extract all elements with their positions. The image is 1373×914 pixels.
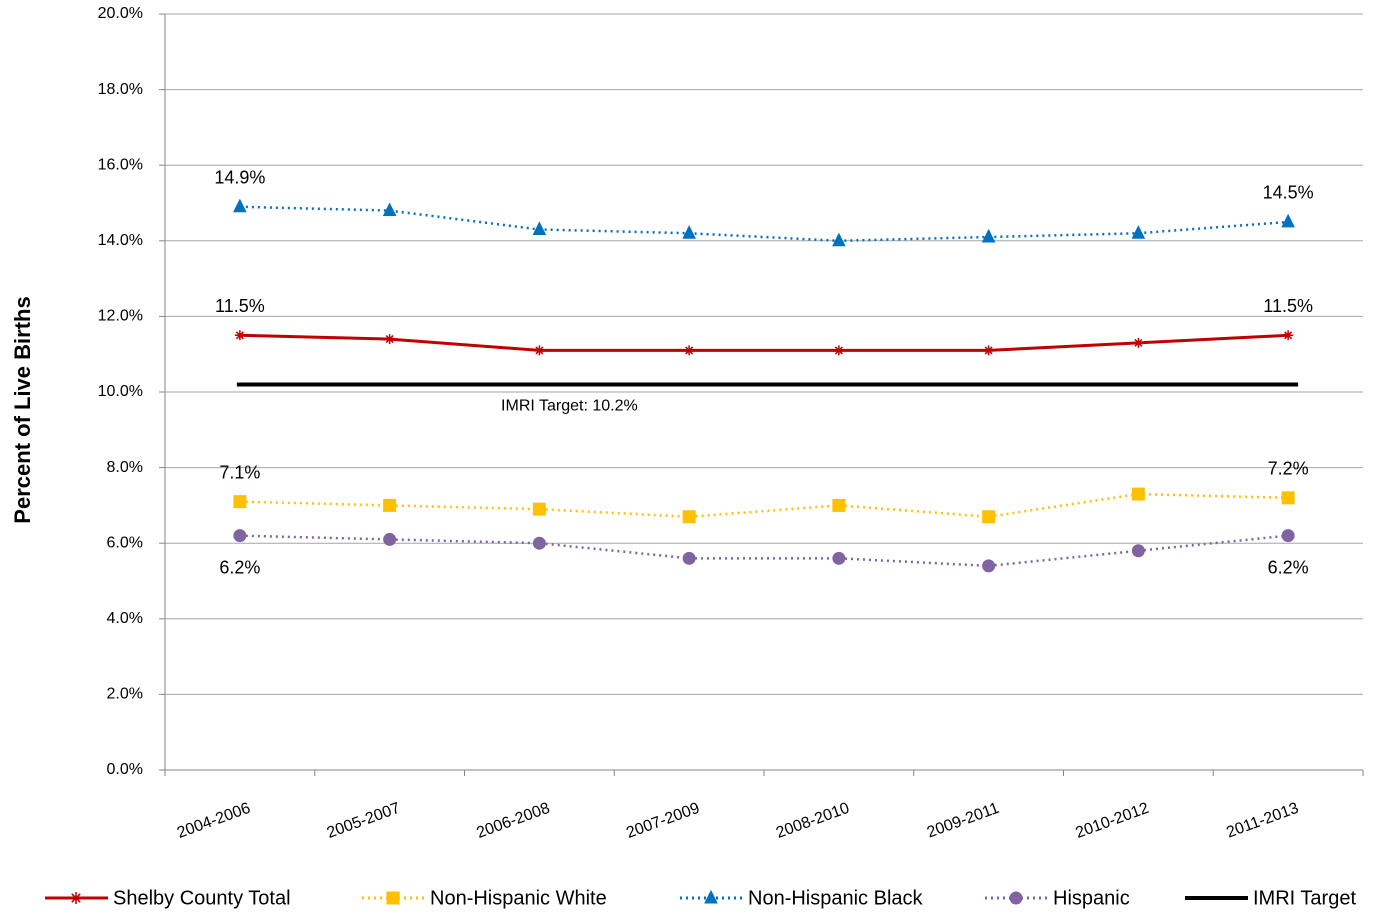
data-label: 14.9% <box>214 168 265 188</box>
marker <box>982 510 996 524</box>
x-tick-label: 2004-2006 <box>175 800 253 842</box>
y-tick-label: 18.0% <box>98 81 143 98</box>
marker <box>682 551 696 565</box>
x-tick-label: 2010-2012 <box>1073 800 1151 842</box>
marker <box>684 345 695 356</box>
y-tick-label: 16.0% <box>98 156 143 173</box>
data-label: 6.2% <box>219 557 260 577</box>
series-line <box>239 534 1289 568</box>
marker <box>70 892 82 904</box>
legend-item: Hispanic <box>985 887 1130 909</box>
annotation: IMRI Target: 10.2% <box>501 398 638 415</box>
marker <box>832 551 846 565</box>
marker <box>1131 544 1145 558</box>
x-tick-label: 2007-2009 <box>624 800 702 842</box>
marker <box>1133 337 1144 348</box>
data-label: 11.5% <box>215 296 265 316</box>
data-label: 6.2% <box>1268 557 1309 577</box>
marker <box>382 202 397 217</box>
y-axis-label: Percent of Live Births <box>10 296 35 523</box>
marker <box>832 498 846 512</box>
marker <box>386 891 400 905</box>
y-tick-label: 4.0% <box>107 610 143 627</box>
legend-label: IMRI Target <box>1253 887 1356 909</box>
data-label: 14.5% <box>1263 183 1314 203</box>
y-tick-label: 6.0% <box>107 534 143 551</box>
marker <box>682 225 696 239</box>
x-tick-label: 2009-2011 <box>925 800 1002 842</box>
marker <box>383 532 397 546</box>
data-label: 7.2% <box>1268 459 1309 479</box>
legend-label: Non-Hispanic White <box>430 887 607 909</box>
x-tick-label: 2011-2013 <box>1224 800 1301 842</box>
series-line <box>239 205 1289 243</box>
marker <box>833 345 844 356</box>
y-tick-label: 14.0% <box>98 232 143 249</box>
y-tick-label: 8.0% <box>107 459 143 476</box>
marker <box>532 536 546 550</box>
marker <box>233 198 247 213</box>
legend-label: Hispanic <box>1053 887 1130 909</box>
y-tick-label: 0.0% <box>107 761 143 778</box>
marker <box>981 228 996 243</box>
marker <box>384 334 395 345</box>
marker <box>1281 491 1295 505</box>
marker <box>532 502 546 516</box>
legend-label: Shelby County Total <box>113 887 291 909</box>
x-tick-label: 2006-2008 <box>474 800 552 842</box>
y-tick-label: 2.0% <box>107 686 143 703</box>
x-tick-label: 2008-2010 <box>774 800 852 842</box>
marker <box>234 330 245 341</box>
marker <box>704 889 718 904</box>
marker <box>233 529 247 543</box>
data-label: 11.5% <box>1263 296 1313 316</box>
series-line <box>239 333 1289 352</box>
marker <box>1131 487 1145 501</box>
marker <box>1283 330 1294 341</box>
legend-item: Shelby County Total <box>45 887 291 909</box>
marker <box>1281 213 1295 228</box>
marker <box>1281 529 1295 543</box>
marker <box>983 345 994 356</box>
marker <box>982 559 996 573</box>
legend-item: Non-Hispanic Black <box>680 887 924 909</box>
marker <box>1131 225 1146 239</box>
data-label: 7.1% <box>219 462 260 482</box>
series-line <box>239 492 1289 518</box>
y-tick-label: 20.0% <box>98 5 143 22</box>
marker <box>534 345 545 356</box>
legend-label: Non-Hispanic Black <box>748 887 924 909</box>
y-tick-label: 10.0% <box>98 383 143 400</box>
y-tick-label: 12.0% <box>98 308 143 325</box>
marker <box>1009 891 1023 905</box>
marker <box>832 232 846 247</box>
legend-item: Non-Hispanic White <box>362 887 607 909</box>
marker <box>383 498 397 512</box>
legend-item: IMRI Target <box>1185 887 1356 909</box>
marker <box>233 495 247 509</box>
x-tick-label: 2005-2007 <box>325 800 403 842</box>
marker <box>532 221 547 235</box>
marker <box>682 510 696 524</box>
